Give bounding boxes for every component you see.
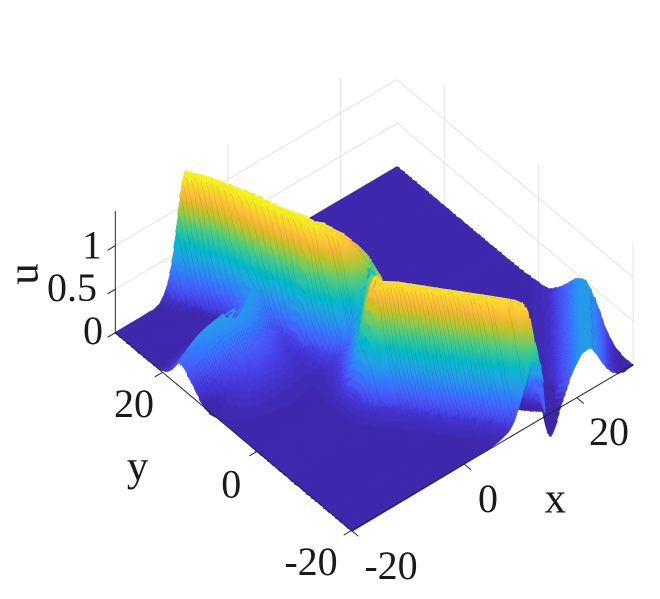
svg-text:-20: -20 xyxy=(284,539,337,584)
svg-text:1: 1 xyxy=(82,223,102,268)
svg-text:0: 0 xyxy=(221,461,241,506)
svg-text:0: 0 xyxy=(83,308,103,353)
svg-text:u: u xyxy=(1,263,48,285)
svg-text:0: 0 xyxy=(478,476,498,521)
svg-text:20: 20 xyxy=(589,409,629,454)
svg-text:-20: -20 xyxy=(364,543,417,588)
svg-text:0.5: 0.5 xyxy=(47,265,97,310)
svg-text:x: x xyxy=(545,475,567,522)
svg-text:20: 20 xyxy=(114,381,154,426)
svg-text:y: y xyxy=(127,443,149,490)
